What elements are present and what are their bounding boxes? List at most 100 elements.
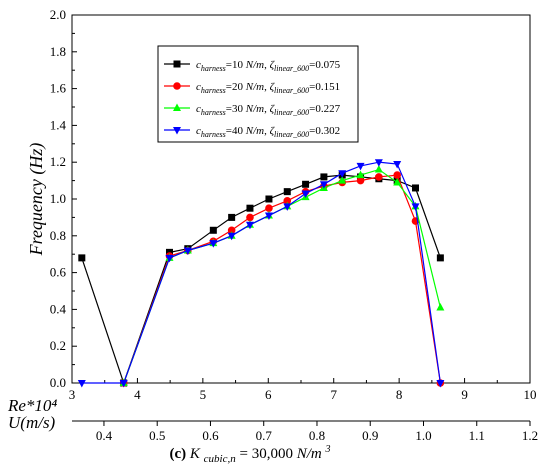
y-tick-label: 1.4 <box>50 117 67 132</box>
y-tick-label: 1.0 <box>50 191 66 206</box>
legend-marker <box>173 60 181 68</box>
legend-label: charness=30 N/m, ζlinear_600=0.227 <box>196 103 341 117</box>
legend-item: charness=40 N/m, ζlinear_600=0.302 <box>164 125 340 139</box>
data-point <box>183 247 192 256</box>
x2-tick-label: 0.9 <box>362 428 378 443</box>
x-tick-label: 3 <box>69 387 76 402</box>
data-point <box>320 173 328 181</box>
caption-prefix: (c) <box>170 446 187 462</box>
y-tick-label: 0.6 <box>50 265 67 280</box>
data-point <box>246 213 254 222</box>
data-point <box>356 170 365 179</box>
y-tick-label: 0.0 <box>50 375 66 390</box>
y-axis-title: Frequency (Hz) <box>26 143 47 257</box>
legend-label: charness=20 N/m, ζlinear_600=0.151 <box>196 81 340 95</box>
legend-marker <box>173 127 181 135</box>
x-tick-label: 8 <box>396 387 403 402</box>
x-tick-label: 5 <box>200 387 207 402</box>
data-point <box>374 165 383 173</box>
legend-item: charness=20 N/m, ζlinear_600=0.151 <box>164 81 340 95</box>
series-3 <box>119 165 445 386</box>
data-point <box>265 204 273 212</box>
data-point <box>356 162 365 171</box>
x-tick-label: 7 <box>330 387 337 402</box>
data-point <box>436 303 445 311</box>
data-point <box>319 181 328 189</box>
x-tick-label: 9 <box>461 387 468 402</box>
data-point <box>283 197 292 205</box>
data-point <box>283 188 291 196</box>
data-point <box>265 195 273 203</box>
data-point <box>393 171 401 179</box>
series-layer <box>77 159 445 388</box>
data-point <box>356 176 365 185</box>
series-line <box>123 174 441 384</box>
series-2 <box>119 171 445 387</box>
data-point <box>375 173 383 181</box>
x-axis-primary-title-text: Re*10⁴ <box>7 396 57 415</box>
x2-tick-label: 0.5 <box>149 428 165 443</box>
y-tick-label: 1.2 <box>50 154 66 169</box>
legend-marker <box>173 82 181 90</box>
x-axis-primary: 3 4 5 6 7 8 9 10 <box>69 378 537 402</box>
x2-tick-label: 0.7 <box>256 428 273 443</box>
legend-item: charness=30 N/m, ζlinear_600=0.227 <box>164 103 341 117</box>
y-tick-label: 1.6 <box>50 81 67 96</box>
data-point <box>77 380 86 388</box>
data-point <box>209 226 217 234</box>
x-axis-primary-title: Re*10⁴ <box>7 396 57 415</box>
y-tick-label: 0.8 <box>50 228 66 243</box>
series-4 <box>77 159 445 388</box>
caption-units: N/m <box>296 446 322 462</box>
caption: (c) K cubic,n = 30,000 N/m 3 <box>170 444 331 466</box>
data-point <box>165 254 174 263</box>
data-point <box>393 177 402 186</box>
y-tick-label: 0.4 <box>50 301 67 316</box>
caption-k: K <box>189 446 201 462</box>
x2-tick-label: 1.2 <box>522 428 538 443</box>
data-point <box>393 161 402 169</box>
data-point <box>411 203 420 211</box>
data-point <box>374 159 383 167</box>
legend-box <box>157 45 359 143</box>
legend-label: charness=40 N/m, ζlinear_600=0.302 <box>196 125 340 139</box>
series-1 <box>78 171 444 387</box>
data-point <box>436 380 445 388</box>
caption-k-sub: cubic,n <box>204 453 237 465</box>
data-point <box>227 232 236 241</box>
x-tick-label: 4 <box>134 387 141 402</box>
caption-units-sup: 3 <box>324 444 330 455</box>
data-point <box>209 240 218 248</box>
x2-tick-label: 0.4 <box>96 428 113 443</box>
y-tick-label: 2.0 <box>50 7 66 22</box>
legend-label: charness=10 N/m, ζlinear_600=0.075 <box>196 59 341 73</box>
legend-item: charness=10 N/m, ζlinear_600=0.075 <box>164 59 341 73</box>
series-line <box>123 168 441 384</box>
x-tick-label: 10 <box>524 387 537 402</box>
x-axis-secondary-title: U(m/s) <box>8 413 56 432</box>
data-point <box>338 170 347 178</box>
data-point <box>228 213 236 221</box>
x2-tick-label: 0.6 <box>202 428 219 443</box>
data-point <box>227 226 236 235</box>
data-point <box>338 176 347 184</box>
data-point <box>301 190 310 198</box>
data-point <box>302 180 310 188</box>
x2-tick-label: 1.0 <box>415 428 431 443</box>
x2-tick-label: 1.1 <box>469 428 485 443</box>
data-point <box>78 254 86 262</box>
x-axis-secondary: 0.4 0.5 0.6 0.7 0.8 0.9 1.0 1.1 1.2 <box>96 421 538 443</box>
data-point <box>412 184 419 192</box>
x2-tick-label: 0.8 <box>309 428 325 443</box>
data-point <box>246 204 254 212</box>
data-point <box>119 380 128 388</box>
legend: charness=10 N/m, ζlinear_600=0.075charne… <box>157 45 359 143</box>
caption-value: = 30,000 <box>240 446 297 462</box>
x-tick-label: 6 <box>265 387 272 402</box>
y-axis: 0.0 0.2 0.4 0.6 0.8 1.0 1.2 1.4 1.6 1.8 2.0 <box>50 7 77 390</box>
legend-marker <box>173 103 181 111</box>
data-point <box>264 212 273 221</box>
y-tick-label: 1.8 <box>50 44 66 59</box>
y-tick-label: 0.2 <box>50 338 66 353</box>
